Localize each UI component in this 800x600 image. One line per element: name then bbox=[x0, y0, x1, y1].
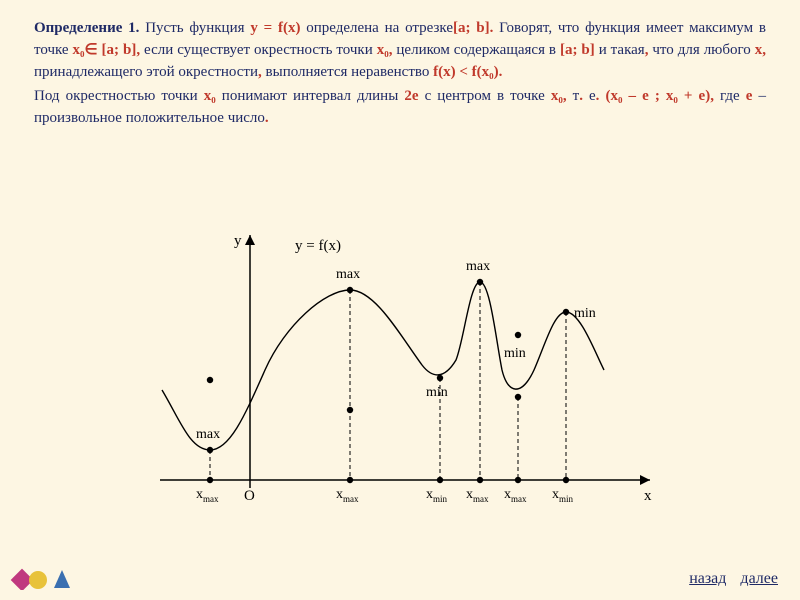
nav-next[interactable]: далее bbox=[740, 570, 778, 587]
nav-back[interactable]: назад bbox=[689, 570, 726, 587]
nav-links: назад далее bbox=[679, 570, 778, 588]
svg-text:min: min bbox=[574, 306, 596, 321]
svg-text:xmax: xmax bbox=[336, 487, 359, 504]
svg-text:xmin: xmin bbox=[426, 487, 448, 504]
svg-text:xmax: xmax bbox=[466, 487, 489, 504]
svg-text:min: min bbox=[504, 346, 526, 361]
svg-text:xmax: xmax bbox=[196, 487, 219, 504]
svg-text:xmax: xmax bbox=[504, 487, 527, 504]
svg-text:x: x bbox=[644, 488, 652, 504]
svg-text:min: min bbox=[426, 385, 448, 400]
definition-text: Определение 1. Пусть функция y = f(x) оп… bbox=[34, 18, 766, 130]
function-graph: y x Oy = f(x) max xmax max xmax min xmin max xmax m… bbox=[150, 220, 670, 530]
svg-text:y: y bbox=[234, 233, 242, 249]
svg-text:xmin: xmin bbox=[552, 487, 574, 504]
svg-text:max: max bbox=[196, 427, 220, 442]
corner-shapes-icon bbox=[10, 558, 70, 590]
svg-text:max: max bbox=[466, 259, 490, 274]
svg-text:max: max bbox=[336, 267, 360, 282]
svg-text:O: O bbox=[244, 488, 255, 504]
slide-page: { "text": { "line1a": "Определение 1.", … bbox=[0, 0, 800, 600]
svg-text:y = f(x): y = f(x) bbox=[295, 238, 341, 254]
def-title: Определение 1. bbox=[34, 20, 139, 36]
